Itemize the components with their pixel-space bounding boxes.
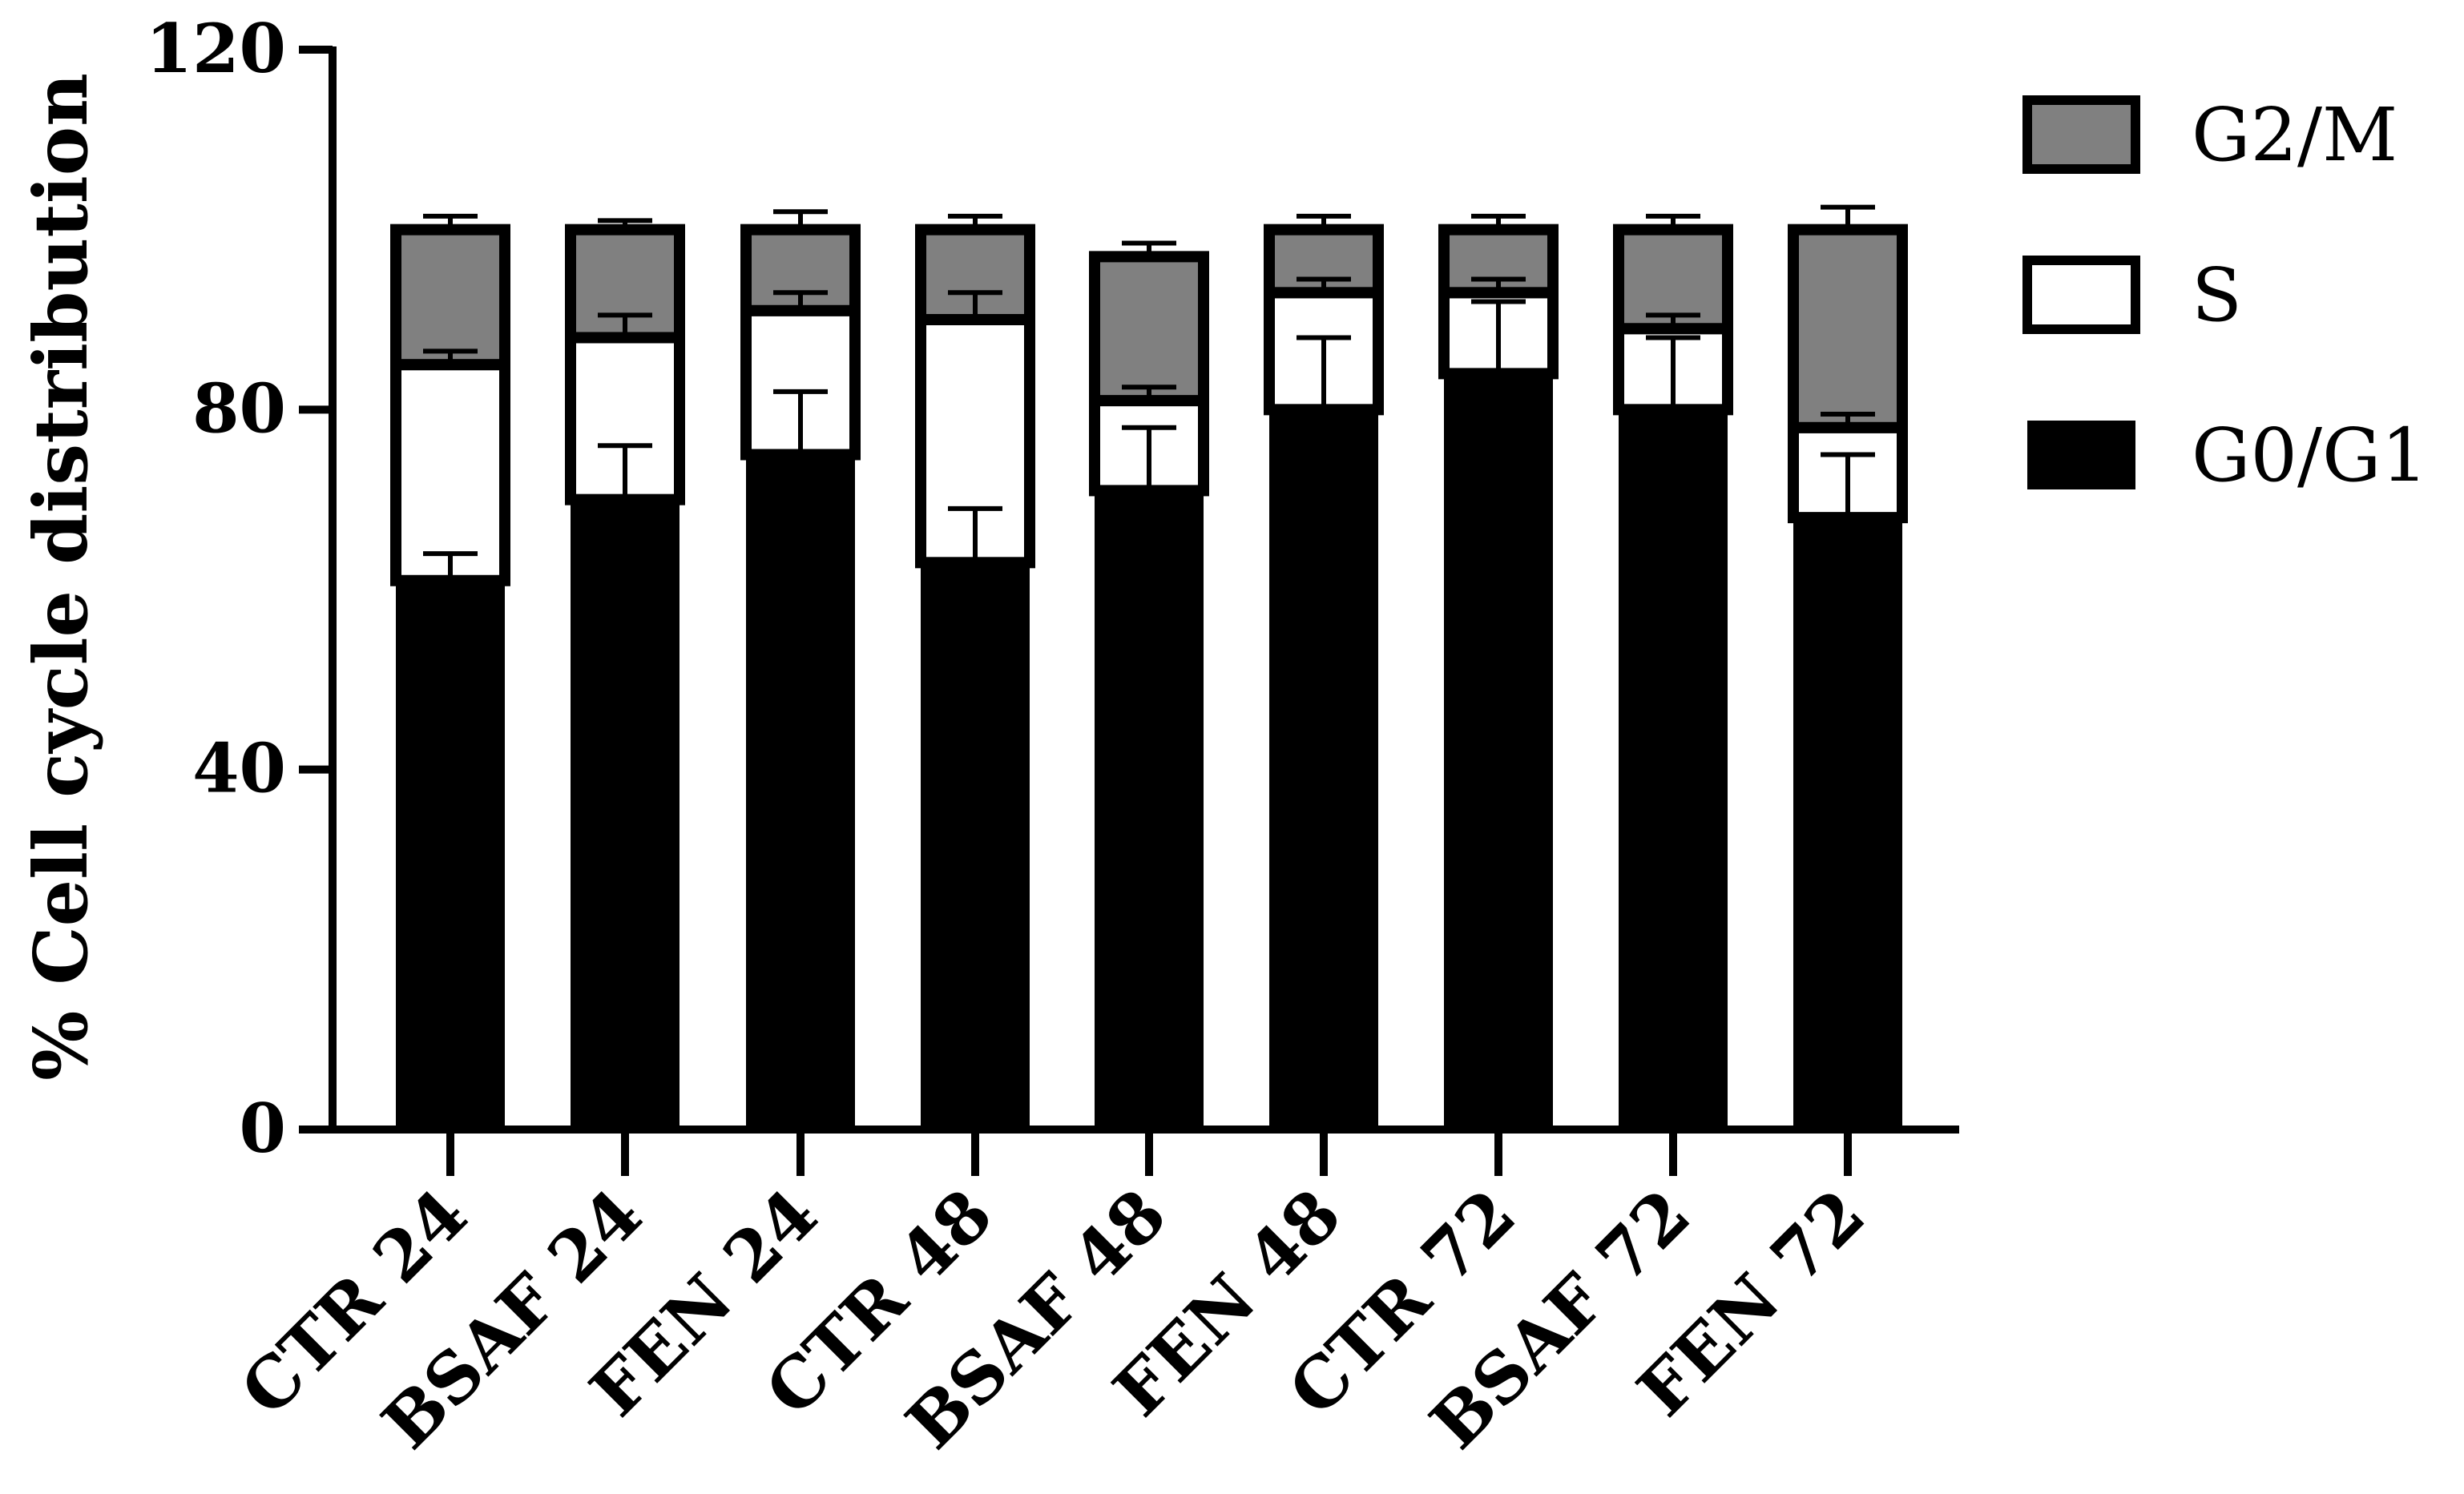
bar-segment: [921, 562, 1030, 1130]
bar-segment: [1095, 490, 1204, 1130]
legend-swatch: [2027, 421, 2135, 489]
bar-segment: [1444, 373, 1553, 1130]
y-tick-label: 80: [192, 368, 286, 448]
legend-swatch: [2022, 95, 2140, 174]
y-tick-label: 40: [192, 729, 286, 808]
bar-segment: [1793, 517, 1902, 1130]
y-tick-label: 0: [240, 1089, 286, 1168]
legend-swatch: [2022, 256, 2140, 334]
error-bars-layer: [423, 204, 1875, 581]
y-tick-label: 120: [146, 9, 286, 88]
bars-layer: [390, 223, 1908, 1130]
bar-segment: [746, 454, 855, 1130]
bar-segment: [390, 223, 510, 371]
bar-segment: [1269, 409, 1378, 1130]
bar-segment: [1788, 223, 1908, 433]
legend-label: S: [2192, 252, 2242, 338]
legend: G2/M S G0/G1: [2022, 92, 2428, 498]
bar-segment: [1619, 409, 1728, 1130]
bar-segment: [1089, 251, 1209, 407]
legend-label: G2/M: [2192, 92, 2397, 178]
bar-segment: [396, 580, 505, 1130]
bar-segment: [390, 359, 510, 586]
y-axis-title: % Cell cycle distribution: [18, 73, 104, 1081]
bar-segment: [571, 499, 680, 1130]
legend-label: G0/G1: [2192, 413, 2428, 498]
